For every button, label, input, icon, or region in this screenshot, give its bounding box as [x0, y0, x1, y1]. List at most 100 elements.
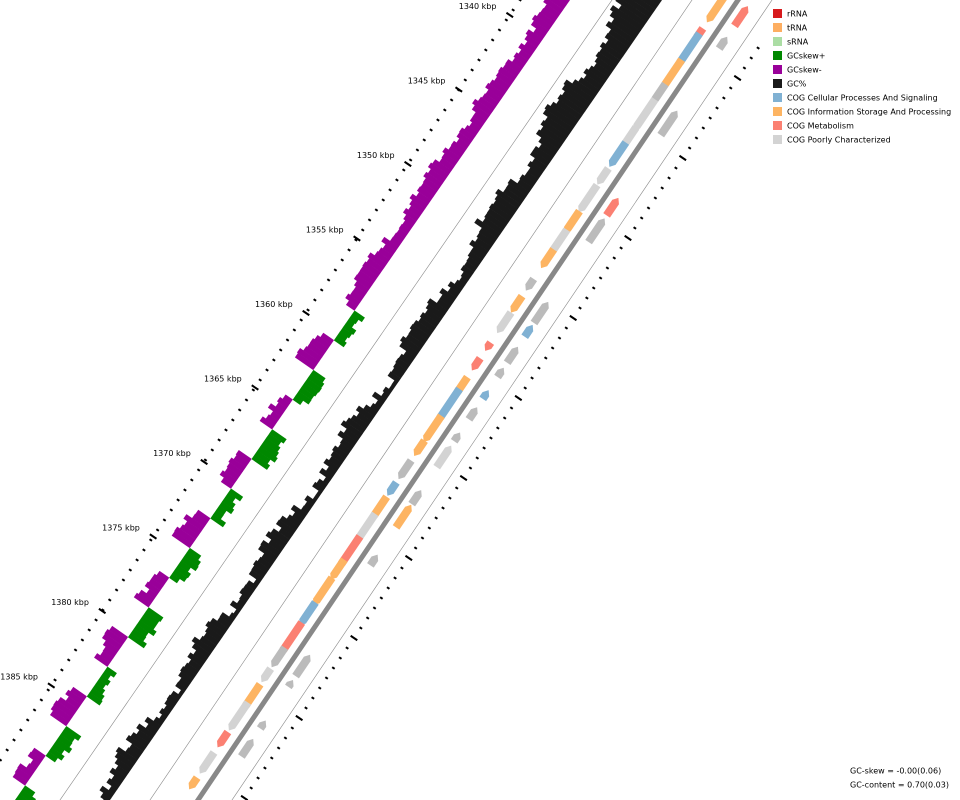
gc-content [136, 729, 153, 744]
gc-skew-pos [216, 505, 227, 516]
gc-skew-pos [133, 624, 149, 637]
gc-content [164, 699, 176, 710]
outer-tick [742, 66, 747, 70]
gc-skew-neg [403, 214, 417, 226]
gc-content [615, 0, 650, 23]
gc-content [144, 716, 162, 731]
gene-feature [260, 666, 275, 683]
gc-content [418, 317, 437, 332]
gene-feature [423, 413, 445, 443]
scale-label: 1365 kbp [204, 375, 242, 384]
gc-skew-neg [353, 280, 370, 294]
gc-content [115, 765, 129, 778]
scale-tick [32, 708, 37, 712]
gc-skew-neg [469, 116, 485, 129]
gc-skew-neg [524, 34, 540, 48]
scale-tick [183, 488, 187, 492]
gc-content [114, 752, 135, 769]
gc-skew-neg [174, 526, 196, 544]
outer-tick [756, 46, 760, 50]
scale-tick [19, 728, 23, 732]
gc-skew-neg [494, 76, 511, 91]
gc-content [391, 380, 399, 388]
gc-content [557, 94, 586, 116]
scale-tick [347, 248, 351, 252]
legend-swatch [773, 79, 782, 88]
outer-tick [269, 756, 274, 760]
gc-content [125, 735, 147, 752]
scale-tick [429, 128, 433, 132]
outer-tick [482, 446, 486, 450]
scale-tick [135, 558, 139, 562]
scale-tick [285, 338, 290, 342]
gc-content [187, 652, 205, 667]
gc-content [229, 600, 243, 612]
gc-content [258, 544, 279, 561]
gene-feature [530, 301, 549, 326]
outer-tick [550, 346, 555, 350]
gc-content [178, 671, 194, 684]
gc-content [399, 335, 422, 354]
track-line [231, 0, 773, 800]
gc-skew-neg [543, 4, 561, 19]
gc-skew-neg [389, 236, 402, 248]
outer-tick [530, 376, 534, 380]
gc-content [538, 143, 557, 159]
gc-skew-pos [351, 310, 365, 323]
gc-content [328, 455, 343, 468]
gc-content [507, 178, 530, 197]
gene-feature [413, 438, 428, 457]
gene-feature [622, 125, 640, 147]
gene-feature [479, 390, 490, 402]
gc-skew-pos [295, 391, 312, 405]
gc-skew-neg [525, 29, 543, 44]
outer-tick [365, 616, 370, 620]
gc-skew-pos [254, 450, 271, 464]
gene-feature [271, 645, 289, 668]
scale-tick [244, 398, 249, 402]
gc-content [129, 743, 144, 756]
scale-tick [415, 148, 420, 152]
gene-feature [651, 81, 669, 104]
gc-content [191, 636, 214, 655]
gc-skew-neg [70, 686, 87, 701]
gc-content [109, 767, 126, 782]
outer-tick [400, 566, 404, 570]
scale-tick [217, 438, 221, 442]
gc-content [275, 519, 296, 536]
scale-tick [128, 568, 133, 572]
gc-content [583, 74, 603, 91]
gc-skew-neg [219, 470, 237, 485]
scale-tick [422, 138, 427, 142]
legend-label: GCskew- [787, 66, 822, 75]
scale-tick [60, 668, 64, 672]
gc-skew-neg [156, 570, 170, 583]
gc-content [618, 4, 647, 27]
gc-skew-neg [50, 704, 73, 722]
outer-tick [591, 286, 596, 290]
gc-content [403, 350, 416, 362]
gc-content [136, 723, 156, 739]
gene-feature [465, 407, 478, 422]
outer-tick [578, 306, 582, 310]
gc-skew-neg [498, 66, 517, 82]
gc-content [578, 77, 600, 95]
legend-label: tRNA [787, 24, 808, 33]
legend-swatch [773, 107, 782, 116]
outer-tick [290, 726, 295, 730]
gc-skew-neg [513, 52, 529, 65]
scale-tick [66, 658, 71, 662]
gc-skew-neg [357, 270, 376, 286]
gc-content [458, 276, 469, 286]
gc-content [355, 405, 375, 421]
gc-skew-pos [51, 742, 65, 755]
gc-skew-neg [489, 79, 508, 95]
gc-content [170, 690, 182, 701]
scale-tick [408, 158, 413, 162]
gc-skew-neg [226, 462, 243, 477]
gc-skew-neg [133, 592, 152, 608]
scale-tick [490, 38, 495, 42]
gene-feature [521, 324, 534, 339]
gene-feature [549, 227, 571, 255]
